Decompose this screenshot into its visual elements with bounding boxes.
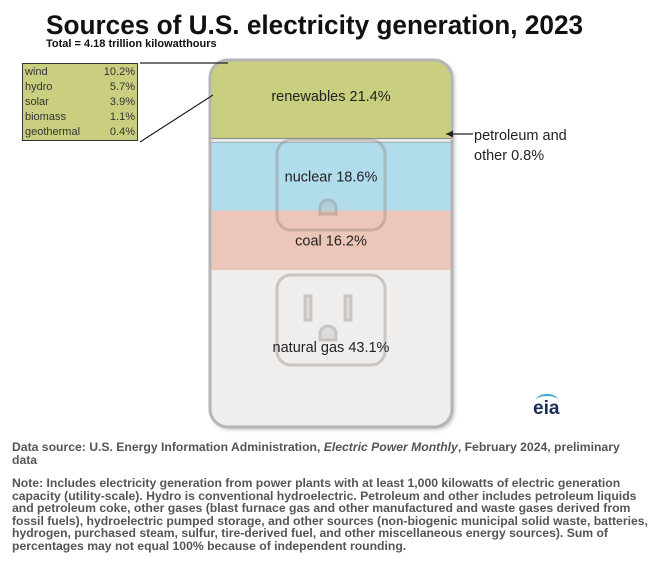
legend-name: geothermal xyxy=(25,126,81,138)
outlet-ghost-icon xyxy=(275,138,387,367)
legend-name: wind xyxy=(25,66,48,78)
callout-line-2: other 0.8% xyxy=(474,148,545,164)
legend-row-geothermal: geothermal 0.4% xyxy=(25,125,135,140)
segment-label: natural gas 43.1% xyxy=(273,340,390,356)
legend-row-wind: wind 10.2% xyxy=(25,65,135,80)
outlet-border xyxy=(208,58,454,429)
data-source: Data source: U.S. Energy Information Adm… xyxy=(12,441,642,466)
segment-coal xyxy=(210,210,452,271)
legend-name: hydro xyxy=(25,81,53,93)
legend-name: solar xyxy=(25,96,49,108)
legend-name: biomass xyxy=(25,111,66,123)
segment-natural-gas xyxy=(210,270,452,427)
outlet-chart: renewables 21.4% nuclear 18.6% coal 16.2% n… xyxy=(139,58,473,429)
legend-value: 0.4% xyxy=(109,126,135,138)
segment-renewables xyxy=(210,60,452,139)
chart-title: Sources of U.S. electricity generation, … xyxy=(46,10,584,40)
segment-label: coal 16.2% xyxy=(295,233,367,249)
legend-value: 3.9% xyxy=(109,96,135,108)
legend-connector-bottom xyxy=(139,94,214,143)
legend-row-solar: solar 3.9% xyxy=(25,95,135,110)
petroleum-callout: petroleum and other 0.8% xyxy=(474,126,567,166)
legend-row-biomass: biomass 1.1% xyxy=(25,110,135,125)
legend-value: 10.2% xyxy=(103,66,135,78)
segment-label: nuclear 18.6% xyxy=(285,170,378,186)
eia-logo-arc-icon xyxy=(536,394,558,406)
legend-value: 1.1% xyxy=(109,111,135,123)
eia-logo: eia xyxy=(533,398,560,419)
segment-nuclear xyxy=(210,142,452,211)
legend-row-hydro: hydro 5.7% xyxy=(25,80,135,95)
legend-value: 5.7% xyxy=(109,81,135,93)
arrowhead-icon xyxy=(446,130,453,138)
source-publication: Electric Power Monthly xyxy=(323,440,458,454)
segment-label: renewables 21.4% xyxy=(271,89,390,105)
chart-subtitle: Total = 4.18 trillion kilowatthours xyxy=(46,38,217,50)
source-suffix: , February 2024, preliminary data xyxy=(12,440,620,467)
callout-line-1: petroleum and xyxy=(474,128,567,144)
source-prefix: Data source: U.S. Energy Information Adm… xyxy=(12,440,324,454)
footnote: Note: Includes electricity generation fr… xyxy=(12,476,648,553)
renewables-breakdown-legend: wind 10.2% hydro 5.7% solar 3.9% biomass 1.1… xyxy=(22,63,138,141)
